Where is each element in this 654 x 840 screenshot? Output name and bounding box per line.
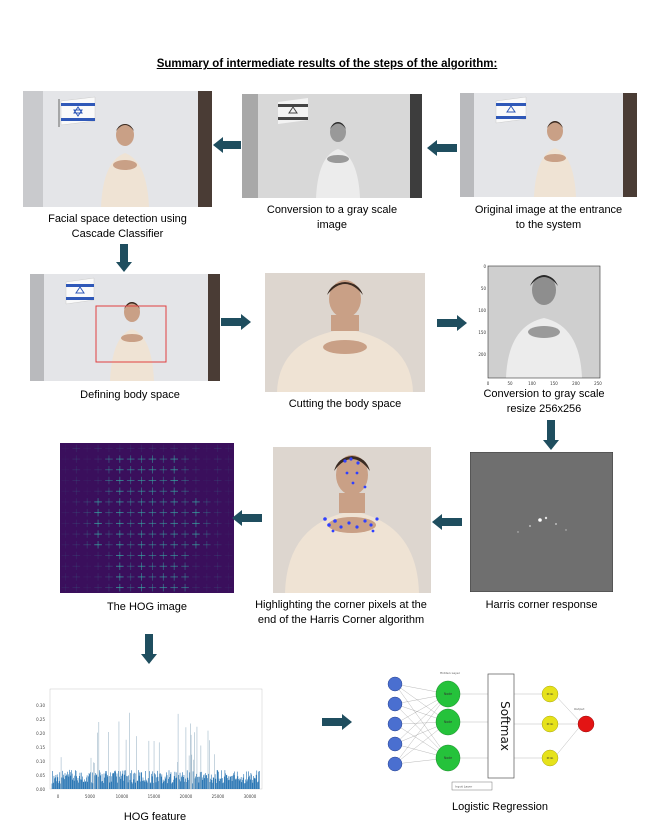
resize-plot: 0 50 100 150 200 0 50 100 150 200 250 [472, 262, 604, 390]
logistic-regression-diagram: Node Node Node Softmax Prob Prob Prob Hi… [378, 664, 620, 792]
softmax-output-label: Prob [547, 756, 554, 760]
resize-y-tick: 50 [481, 286, 487, 291]
resize-x-tick: 0 [487, 381, 490, 386]
arrow-right-icon [322, 714, 352, 730]
gray-scale-image [242, 94, 422, 198]
hog-y-tick: 0.20 [36, 731, 45, 736]
hog-y-tick: 0.10 [36, 759, 45, 764]
arrow-left-icon [232, 510, 262, 526]
hog-feature-chart: 0.00 0.05 0.10 0.15 0.20 0.25 0.30 0 500… [26, 678, 276, 802]
softmax-output-label: Prob [547, 722, 554, 726]
arrow-right-icon [437, 315, 467, 331]
page-title: Summary of intermediate results of the s… [156, 58, 498, 70]
caption-hog-image: The HOG image [106, 601, 188, 613]
hog-image [60, 443, 234, 593]
output-label: Output [574, 707, 585, 711]
original-image [460, 93, 637, 197]
hog-y-tick: 0.00 [36, 787, 45, 792]
arrow-down-icon [116, 244, 132, 272]
caption-original-image: Original image at the entrance to the sy… [474, 204, 623, 231]
softmax-output-label: Prob [547, 692, 554, 696]
resize-y-tick: 0 [483, 264, 486, 269]
resize-x-tick: 100 [528, 381, 536, 386]
softmax-label: Softmax [498, 701, 512, 751]
hidden-layer-label: Hidden Layer [440, 671, 461, 675]
resize-x-tick: 250 [594, 381, 602, 386]
caption-harris-response: Harris corner response [485, 599, 598, 611]
hog-x-tick: 30000 [244, 794, 257, 799]
hog-x-tick: 15000 [148, 794, 161, 799]
harris-highlight-image [273, 447, 431, 593]
hog-x-tick: 25000 [212, 794, 225, 799]
arrow-down-icon [543, 420, 559, 450]
body-space-image [30, 274, 220, 381]
hog-x-tick: 5000 [85, 794, 96, 799]
arrow-left-icon [427, 140, 457, 156]
hog-x-tick: 10000 [116, 794, 129, 799]
caption-cut-body: Cutting the body space [288, 398, 402, 410]
hidden-node-label: Node [444, 692, 452, 696]
input-layer-label: Input Layer [455, 785, 473, 789]
arrow-left-icon [432, 514, 462, 530]
caption-resize: Conversion to gray scale resize 256x256 [483, 388, 605, 415]
resize-y-tick: 150 [478, 330, 486, 335]
caption-body-space: Defining body space [80, 389, 180, 401]
hog-x-tick: 20000 [180, 794, 193, 799]
hog-y-tick: 0.05 [36, 773, 45, 778]
arrow-left-icon [213, 137, 241, 153]
facial-detection-image [23, 91, 212, 207]
caption-hog-feature: HOG feature [123, 811, 187, 823]
hog-y-tick: 0.25 [36, 717, 45, 722]
caption-logistic-regression: Logistic Regression [452, 801, 548, 813]
resize-x-tick: 50 [507, 381, 513, 386]
hog-x-tick: 0 [57, 794, 60, 799]
resize-x-tick: 150 [550, 381, 558, 386]
resize-x-tick: 200 [572, 381, 580, 386]
resize-y-tick: 200 [478, 352, 486, 357]
caption-gray-scale: Conversion to a gray scale image [266, 204, 398, 231]
cut-body-image [265, 273, 425, 392]
caption-facial-detection: Facial space detection using Cascade Cla… [48, 213, 187, 240]
caption-harris-highlight: Highlighting the corner pixels at the en… [255, 599, 427, 626]
hidden-node-label: Node [444, 756, 452, 760]
hidden-node-label: Node [444, 720, 452, 724]
harris-response-image [470, 452, 613, 592]
arrow-down-icon [141, 634, 157, 664]
hog-y-tick: 0.30 [36, 703, 45, 708]
hog-y-tick: 0.15 [36, 745, 45, 750]
resize-y-tick: 100 [478, 308, 486, 313]
arrow-right-icon [221, 314, 251, 330]
